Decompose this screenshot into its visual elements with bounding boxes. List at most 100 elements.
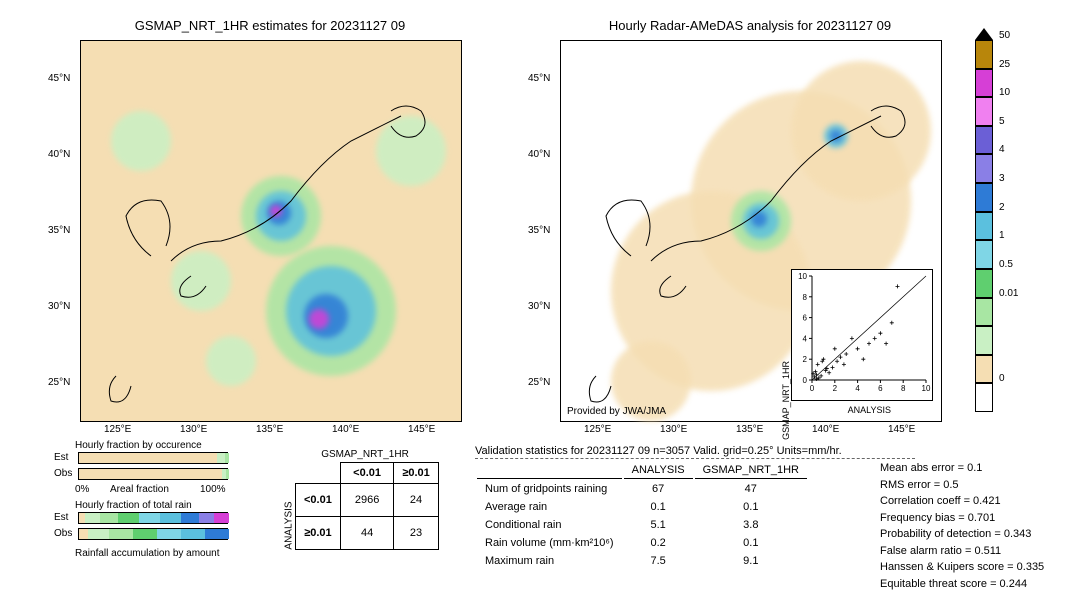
svg-text:2: 2 — [833, 384, 838, 393]
colorbar-segment — [975, 355, 993, 384]
bar-segment — [118, 513, 139, 523]
colorbar-segment — [975, 97, 993, 126]
rain-blob — [111, 111, 171, 171]
rain-blob — [270, 205, 282, 217]
colorbar-segment — [975, 183, 993, 212]
htotal-footer: Rainfall accumulation by amount — [75, 548, 220, 559]
bar-segment — [225, 453, 230, 463]
bar-segment — [217, 453, 225, 463]
colorbar-segment — [975, 326, 993, 355]
bar-segment — [88, 529, 109, 539]
bar-row-label: Obs — [54, 528, 72, 539]
stat-line: False alarm ratio = 0.511 — [880, 543, 1044, 560]
bar-segment — [214, 513, 229, 523]
stacked-bar — [78, 452, 228, 464]
colorbar-tick: 10 — [999, 87, 1010, 98]
bar-segment — [79, 453, 217, 463]
y-tick: 30°N — [528, 301, 550, 312]
colorbar-segment — [975, 126, 993, 155]
bar-segment — [160, 513, 181, 523]
svg-text:6: 6 — [803, 314, 808, 323]
rain-blob — [791, 61, 931, 201]
validation-title: Validation statistics for 20231127 09 n=… — [475, 445, 842, 457]
stacked-bar — [78, 468, 228, 480]
stat-line: Correlation coeff = 0.421 — [880, 493, 1044, 510]
hfreq-xleft: 0% — [75, 484, 89, 495]
contingency-table: <0.01 ≥0.01 <0.01 2966 24 ≥0.01 44 23 — [295, 462, 439, 550]
svg-text:8: 8 — [901, 384, 906, 393]
precip-colorbar — [975, 40, 993, 412]
y-tick: 45°N — [528, 73, 550, 84]
colorbar-segment — [975, 69, 993, 98]
stacked-bar — [78, 512, 228, 524]
contingency-row1: ≥0.01 — [296, 517, 341, 550]
right-map-caption: Provided by JWA/JMA — [567, 406, 666, 417]
stat-line: Frequency bias = 0.701 — [880, 510, 1044, 527]
bar-row-label: Est — [54, 452, 68, 463]
colorbar-tick: 3 — [999, 173, 1005, 184]
validation-cell: 3.8 — [695, 517, 807, 533]
y-tick: 45°N — [48, 73, 70, 84]
scatter-xlabel: ANALYSIS — [848, 405, 891, 415]
scatter-ylabel: GSMAP_NRT_1HR — [781, 361, 791, 440]
colorbar-tick: 0 — [999, 373, 1005, 384]
left-map — [80, 40, 462, 422]
x-tick: 125°E — [104, 424, 131, 435]
colorbar-tick: 50 — [999, 30, 1010, 41]
contingency-rowlabel: ANALYSIS — [284, 501, 295, 549]
rain-blob — [206, 336, 256, 386]
validation-row-label: Maximum rain — [477, 553, 622, 569]
y-tick: 40°N — [528, 149, 550, 160]
bar-segment — [100, 513, 118, 523]
stat-line: Equitable threat score = 0.244 — [880, 576, 1044, 593]
svg-text:10: 10 — [798, 272, 807, 281]
contingency-cell-10: 44 — [340, 517, 393, 550]
colorbar-tick: 2 — [999, 202, 1005, 213]
bar-segment — [133, 529, 157, 539]
validation-table: ANALYSIS GSMAP_NRT_1HR Num of gridpoints… — [475, 460, 809, 571]
validation-cell: 0.1 — [624, 499, 693, 515]
y-tick: 25°N — [48, 377, 70, 388]
left-map-title: GSMAP_NRT_1HR estimates for 20231127 09 — [80, 18, 460, 33]
y-tick: 35°N — [48, 225, 70, 236]
right-map-title: Hourly Radar-AMeDAS analysis for 2023112… — [560, 18, 940, 33]
y-tick: 30°N — [48, 301, 70, 312]
svg-text:0: 0 — [803, 376, 808, 385]
bar-row-label: Est — [54, 512, 68, 523]
validation-cell: 0.2 — [624, 535, 693, 551]
contingency-cell-01: 24 — [394, 484, 438, 517]
colorbar-tick: 0.01 — [999, 288, 1018, 299]
contingency-row0: <0.01 — [296, 484, 341, 517]
colorbar-segment — [975, 154, 993, 183]
y-tick: 35°N — [528, 225, 550, 236]
bar-row-label: Obs — [54, 468, 72, 479]
htotal-title: Hourly fraction of total rain — [75, 500, 192, 511]
stat-line: Probability of detection = 0.343 — [880, 526, 1044, 543]
x-tick: 130°E — [660, 424, 687, 435]
validation-row-label: Num of gridpoints raining — [477, 481, 622, 497]
stacked-bar — [78, 528, 228, 540]
validation-cell: 0.1 — [695, 535, 807, 551]
bar-segment — [181, 529, 205, 539]
y-tick: 25°N — [528, 377, 550, 388]
colorbar-tick: 0.5 — [999, 259, 1013, 270]
bar-segment — [199, 513, 214, 523]
bar-segment — [109, 529, 133, 539]
rain-blob — [376, 116, 446, 186]
colorbar-segment — [975, 212, 993, 241]
scatter-inset: 02468100246810 — [791, 269, 933, 401]
rain-blob — [171, 251, 231, 311]
hfreq-xright: 100% — [200, 484, 226, 495]
svg-text:0: 0 — [810, 384, 815, 393]
contingency-cell-11: 23 — [394, 517, 438, 550]
x-tick: 135°E — [256, 424, 283, 435]
stat-line: RMS error = 0.5 — [880, 477, 1044, 494]
x-tick: 145°E — [888, 424, 915, 435]
svg-text:4: 4 — [855, 384, 860, 393]
x-tick: 125°E — [584, 424, 611, 435]
validation-row-label: Rain volume (mm·km²10⁶) — [477, 535, 622, 551]
colorbar-tick: 5 — [999, 116, 1005, 127]
validation-col1: GSMAP_NRT_1HR — [695, 462, 807, 479]
contingency-col1: ≥0.01 — [394, 463, 438, 484]
y-tick: 40°N — [48, 149, 70, 160]
